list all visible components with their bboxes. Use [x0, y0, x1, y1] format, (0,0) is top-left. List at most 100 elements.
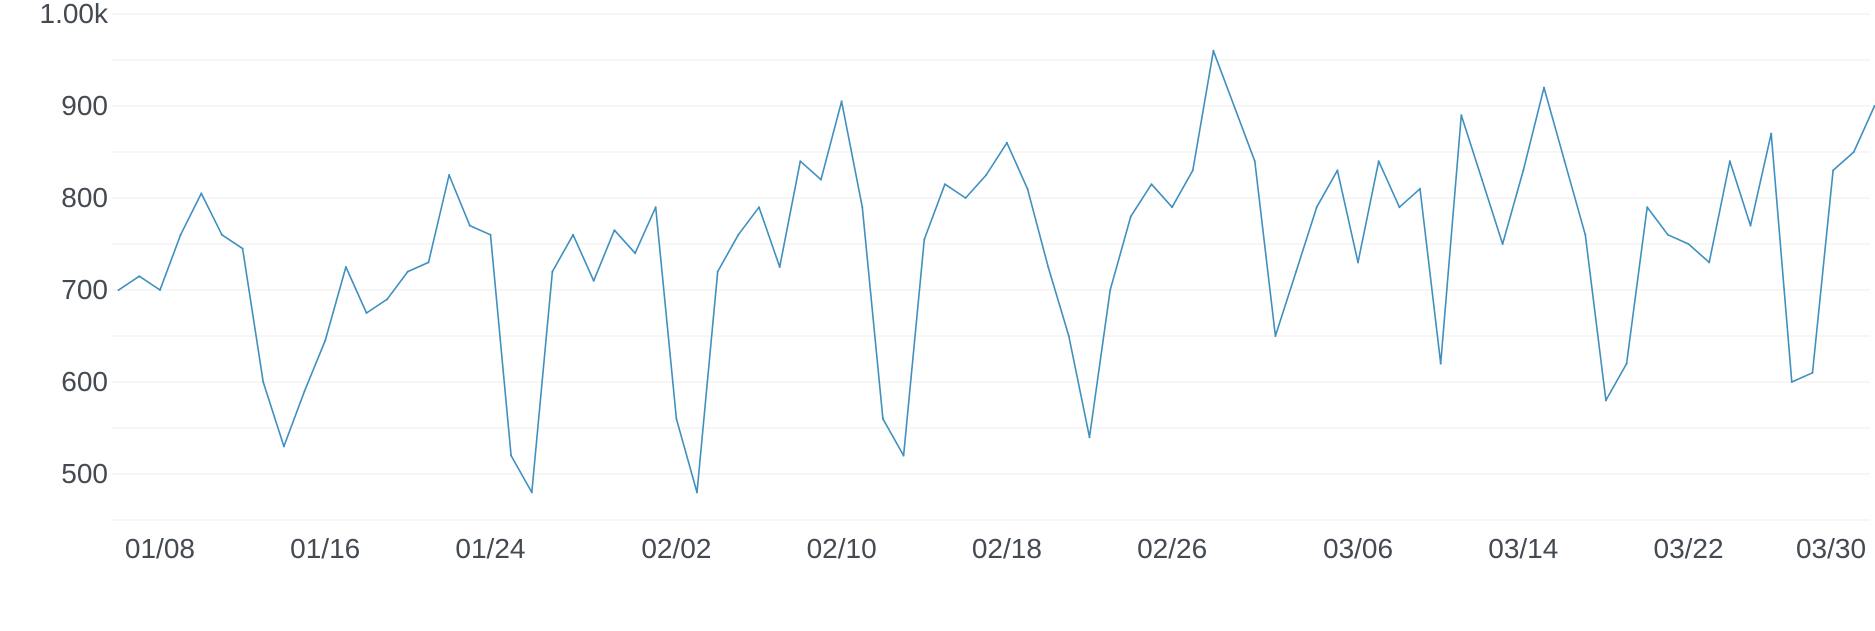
- data-point: [1584, 233, 1587, 236]
- data-point: [406, 270, 409, 273]
- x-axis: 01/08 01/16 01/24 02/02 02/10 02/18 02/26 03/06…: [125, 533, 1866, 564]
- data-point: [1770, 132, 1773, 135]
- data-point: [1067, 335, 1070, 337]
- data-point: [1377, 160, 1380, 163]
- data-point: [1253, 160, 1256, 163]
- data-point: [1604, 399, 1607, 402]
- data-point: [1790, 381, 1793, 383]
- y-tick-label: 500: [61, 458, 108, 489]
- data-point: [448, 174, 451, 176]
- data-point: [902, 454, 905, 457]
- data-point: [365, 312, 368, 314]
- data-point: [1315, 206, 1318, 209]
- data-point: [1191, 169, 1194, 172]
- data-point: [1439, 362, 1442, 365]
- data-point: [592, 279, 595, 282]
- data-point: [262, 381, 265, 383]
- data-point: [530, 491, 533, 494]
- data-point: [572, 233, 575, 236]
- data-point: [1357, 261, 1359, 264]
- data-point: [737, 233, 740, 236]
- data-point: [964, 197, 967, 199]
- x-tick-label: 01/24: [455, 533, 525, 564]
- data-point: [758, 206, 760, 209]
- data-point: [1687, 243, 1690, 245]
- data-point: [613, 229, 616, 232]
- x-tick-label: 01/16: [290, 533, 360, 564]
- series-layer: [117, 49, 1875, 494]
- x-tick-label: 02/02: [641, 533, 711, 564]
- data-point: [1047, 266, 1050, 268]
- data-point: [1501, 243, 1504, 245]
- data-point: [1150, 183, 1153, 186]
- data-point: [799, 160, 802, 163]
- data-point: [696, 491, 698, 494]
- data-point: [675, 417, 678, 420]
- data-point: [241, 247, 244, 250]
- data-point: [1419, 187, 1421, 190]
- data-point: [634, 252, 637, 255]
- data-point: [943, 183, 946, 186]
- data-point: [716, 270, 719, 273]
- data-point: [1212, 49, 1215, 52]
- data-point: [1543, 86, 1545, 89]
- data-point: [1728, 160, 1731, 163]
- data-point: [1625, 362, 1628, 365]
- x-tick-label: 02/18: [972, 533, 1042, 564]
- data-point: [923, 238, 926, 241]
- data-point: [179, 233, 182, 236]
- y-axis: 500 600 700 800 900 1.00k: [40, 0, 109, 489]
- x-tick-label: 02/10: [807, 533, 877, 564]
- data-point: [1646, 206, 1649, 209]
- x-tick-label: 03/22: [1654, 533, 1724, 564]
- data-point: [1336, 169, 1339, 172]
- data-point: [1088, 436, 1091, 439]
- x-tick-label: 03/14: [1488, 533, 1558, 564]
- data-point: [1811, 371, 1814, 374]
- data-point: [1026, 187, 1029, 190]
- data-point: [1708, 261, 1711, 264]
- data-point: [386, 298, 389, 301]
- y-tick-label: 1.00k: [40, 0, 109, 29]
- data-point: [840, 100, 843, 103]
- data-point: [489, 233, 492, 236]
- y-tick-label: 800: [61, 182, 108, 213]
- data-point: [1832, 169, 1835, 172]
- y-tick-label: 600: [61, 366, 108, 397]
- data-point: [159, 289, 161, 291]
- data-point: [1481, 178, 1483, 181]
- data-point: [117, 289, 120, 291]
- data-point: [778, 266, 781, 268]
- x-tick-label: 03/06: [1323, 533, 1393, 564]
- data-point: [324, 339, 327, 342]
- data-point: [303, 390, 306, 393]
- data-point: [861, 206, 864, 209]
- data-point: [427, 261, 430, 264]
- data-point: [468, 224, 471, 227]
- data-point: [1171, 206, 1174, 209]
- x-tick-label: 03/30: [1796, 533, 1866, 564]
- data-point: [282, 445, 285, 448]
- y-tick-label: 700: [61, 274, 108, 305]
- data-point: [1852, 151, 1855, 153]
- series-line: [118, 49, 1875, 494]
- data-point: [1460, 114, 1463, 117]
- data-point: [1522, 169, 1525, 172]
- data-point: [1749, 224, 1752, 227]
- data-point: [1666, 233, 1669, 236]
- x-tick-label: 02/26: [1137, 533, 1207, 564]
- data-point: [820, 178, 822, 181]
- data-point: [344, 266, 347, 268]
- data-point: [1398, 206, 1401, 209]
- y-tick-label: 900: [61, 90, 108, 121]
- grid-layer: [112, 13, 1870, 521]
- data-point: [1563, 160, 1566, 163]
- data-point: [1129, 215, 1132, 218]
- x-tick-label: 01/08: [125, 533, 195, 564]
- data-point: [1005, 141, 1008, 144]
- data-point: [510, 454, 513, 457]
- data-point: [985, 174, 988, 176]
- data-point: [138, 275, 141, 278]
